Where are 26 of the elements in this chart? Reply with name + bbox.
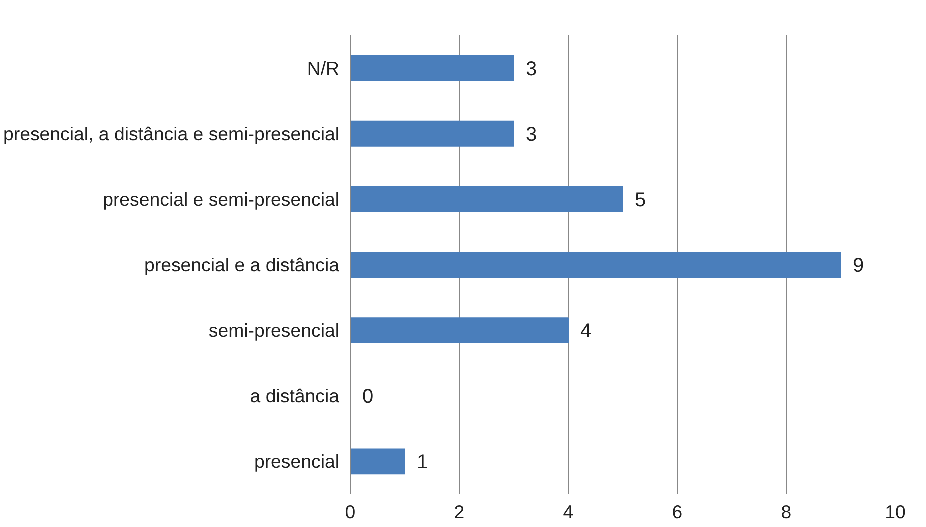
bar	[350, 55, 514, 82]
data-label: 4	[580, 320, 592, 343]
y-tick-label: presencial e semi-presencial	[103, 188, 340, 210]
x-tick-label: 0	[345, 502, 356, 522]
data-label: 9	[853, 255, 864, 277]
y-tick-label: semi-presencial	[208, 320, 340, 342]
data-label: 0	[362, 386, 374, 408]
bar	[350, 252, 842, 278]
x-tick-label: 4	[563, 502, 574, 522]
y-tick-label: presencial	[254, 451, 340, 472]
bar	[350, 120, 514, 147]
x-tick-label: 10	[885, 502, 906, 522]
data-label: 3	[526, 58, 538, 80]
bar	[350, 186, 624, 212]
x-tick-label: 2	[454, 502, 465, 522]
x-tick-label: 8	[781, 502, 792, 522]
y-tick-label: N/R	[307, 58, 340, 79]
bar	[350, 318, 569, 344]
data-label: 1	[417, 452, 428, 474]
data-label: 5	[635, 189, 646, 212]
y-tick-label: a distância	[250, 386, 340, 407]
bar	[350, 448, 406, 475]
y-tick-label: presencial e a distância	[144, 254, 340, 276]
data-label: 3	[526, 124, 538, 146]
x-tick-label: 6	[672, 502, 683, 522]
y-tick-label: presencial, a distância e semi-presencial	[4, 123, 340, 144]
